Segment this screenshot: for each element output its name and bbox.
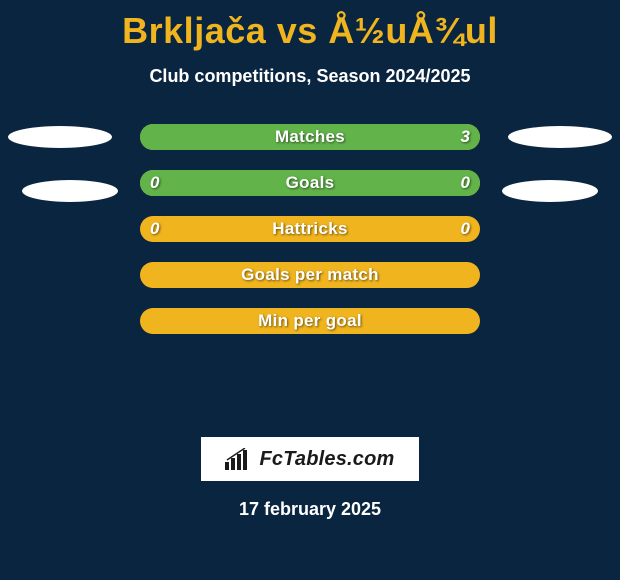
player-left-shape-1 — [8, 126, 112, 148]
page-title: Brkljača vs Å½uÅ¾ul — [0, 10, 620, 52]
stat-right-value: 0 — [444, 219, 480, 239]
bar-chart-icon — [225, 448, 253, 470]
branding-box: FcTables.com — [201, 437, 419, 481]
player-right-shape-1 — [508, 126, 612, 148]
player-right-shape-2 — [502, 180, 598, 202]
stat-label: Goals per match — [176, 265, 444, 285]
stat-right-value: 0 — [444, 173, 480, 193]
player-left-shape-2 — [22, 180, 118, 202]
stat-right-value: 3 — [444, 127, 480, 147]
branding-text: FcTables.com — [259, 448, 394, 471]
stat-label: Min per goal — [176, 311, 444, 331]
stats-container: Matches 3 0 Goals 0 0 Hattricks 0 Goals … — [140, 124, 480, 354]
stat-label: Goals — [176, 173, 444, 193]
comparison-card: Brkljača vs Å½uÅ¾ul Club competitions, S… — [0, 0, 620, 580]
stat-row-goals-per-match: Goals per match — [140, 262, 480, 288]
footer-date: 17 february 2025 — [0, 499, 620, 520]
stat-left-value: 0 — [140, 219, 176, 239]
stat-label: Hattricks — [176, 219, 444, 239]
stat-left-value: 0 — [140, 173, 176, 193]
stat-row-goals: 0 Goals 0 — [140, 170, 480, 196]
stat-label: Matches — [176, 127, 444, 147]
stat-row-matches: Matches 3 — [140, 124, 480, 150]
page-subtitle: Club competitions, Season 2024/2025 — [0, 66, 620, 87]
stat-row-min-per-goal: Min per goal — [140, 308, 480, 334]
stat-row-hattricks: 0 Hattricks 0 — [140, 216, 480, 242]
